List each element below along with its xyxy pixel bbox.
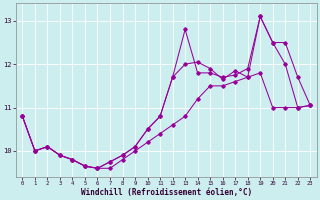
X-axis label: Windchill (Refroidissement éolien,°C): Windchill (Refroidissement éolien,°C) <box>81 188 252 197</box>
